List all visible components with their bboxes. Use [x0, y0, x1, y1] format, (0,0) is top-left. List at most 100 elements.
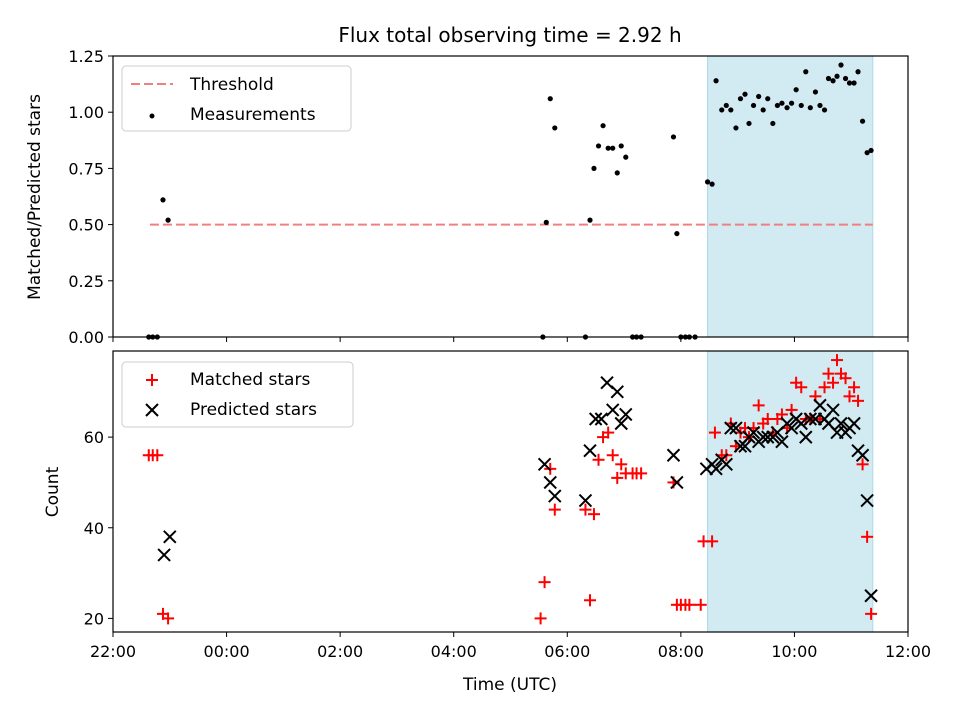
- measurement-point: [851, 80, 857, 86]
- measurement-point: [830, 78, 836, 84]
- predicted-star-point: [537, 457, 552, 472]
- predicted-star-point: [775, 434, 789, 449]
- legend-measurements-swatch: [149, 113, 155, 119]
- predicted-star-point: [834, 416, 848, 431]
- predicted-star-point: [794, 416, 808, 431]
- bottom-legend-frame: [121, 361, 354, 428]
- predicted-star-point: [826, 403, 840, 417]
- bottom-ylabel: Count: [43, 466, 63, 517]
- x-tick-label: 04:00: [431, 642, 477, 661]
- matched-star-point: [856, 458, 869, 471]
- matched-star-point: [694, 598, 707, 611]
- predicted-star-point: [864, 589, 878, 603]
- measurement-point: [750, 102, 757, 109]
- x-tick-label: 08:00: [658, 642, 704, 661]
- matched-star-point: [795, 381, 808, 394]
- predicted-star-point: [761, 430, 775, 444]
- measurement-point: [623, 154, 629, 160]
- matched-star-point: [683, 598, 696, 611]
- top-axes-frame: [112, 55, 909, 338]
- predicted-star-point: [860, 493, 874, 508]
- matched-star-point: [706, 535, 719, 548]
- matched-star-point: [861, 530, 874, 543]
- predicted-star-point: [847, 416, 861, 431]
- measurement-point: [543, 219, 549, 225]
- measurement-point: [793, 87, 799, 93]
- matched-star-point: [615, 458, 628, 471]
- chart-title: Flux total observing time = 2.92 h: [338, 23, 681, 47]
- measurement-point: [728, 107, 734, 113]
- matched-star-point: [548, 503, 561, 516]
- matched-star-point: [162, 612, 175, 625]
- measurement-point: [765, 96, 771, 102]
- measurement-point: [855, 69, 861, 75]
- x-tick-label: 10:00: [771, 642, 817, 661]
- matched-star-point: [818, 381, 831, 394]
- measurement-point: [670, 134, 677, 140]
- predicted-star-point: [670, 475, 684, 490]
- top-legend-frame: [121, 65, 352, 132]
- measurement-point: [709, 181, 715, 187]
- predicted-star-point: [578, 493, 593, 508]
- matched-star-point: [865, 607, 878, 620]
- predicted-star-point: [709, 462, 723, 476]
- bottom-axes-frame: [112, 350, 909, 633]
- y-tick-label: 40: [84, 519, 104, 538]
- bottom-xlabel: Time (UTC): [462, 675, 557, 695]
- measurement-point: [591, 165, 597, 171]
- predicted-star-point: [163, 530, 177, 544]
- measurement-point: [784, 105, 790, 111]
- measurement-point: [610, 145, 616, 151]
- measurement-point: [842, 75, 849, 82]
- legend-matched-swatch: [146, 374, 158, 386]
- predicted-star-point: [746, 425, 761, 440]
- measurement-point: [864, 150, 870, 156]
- matched-star-point: [831, 354, 844, 367]
- measurement-point: [742, 91, 748, 97]
- predicted-star-point: [619, 407, 633, 422]
- matched-star-point: [839, 372, 852, 385]
- top-ylabel: Matched/Predicted stars: [25, 94, 45, 300]
- predicted-star-point: [803, 412, 818, 426]
- measurement-point: [719, 107, 725, 113]
- measurement-point: [821, 107, 828, 113]
- measurement-point: [733, 125, 739, 131]
- measurement-point: [846, 80, 853, 86]
- x-tick-label: 12:00: [885, 642, 931, 661]
- matched-star-point: [579, 503, 592, 516]
- observing-window-shade: [707, 350, 874, 633]
- matched-star-point: [538, 576, 551, 589]
- x-tick-label: 22:00: [90, 642, 136, 661]
- measurement-point: [737, 96, 744, 102]
- matched-star-point: [827, 376, 840, 389]
- matched-star-point: [752, 399, 765, 412]
- y-tick-label: 0.50: [68, 216, 104, 235]
- x-tick-label: 06:00: [544, 642, 590, 661]
- y-tick-label: 0.25: [68, 272, 104, 291]
- measurement-point: [807, 105, 813, 111]
- measurement-point: [614, 170, 620, 176]
- measurement-point: [587, 217, 593, 223]
- x-tick-label: 00:00: [204, 642, 250, 661]
- legend-threshold-label: Threshold: [189, 75, 274, 95]
- measurement-point: [746, 120, 752, 127]
- predicted-star-point: [610, 385, 624, 399]
- predicted-star-point: [157, 548, 171, 562]
- predicted-star-point: [543, 475, 557, 490]
- predicted-star-point: [588, 412, 603, 426]
- predicted-star-point: [719, 457, 733, 472]
- y-tick-label: 0.00: [68, 328, 104, 347]
- y-tick-label: 60: [84, 428, 104, 447]
- y-tick-label: 20: [84, 609, 104, 628]
- measurement-point: [674, 230, 680, 237]
- measurement-point: [600, 123, 606, 129]
- predicted-star-point: [548, 489, 562, 503]
- matched-star-point: [602, 426, 615, 439]
- measurement-point: [605, 145, 611, 151]
- predicted-star-point: [738, 439, 752, 453]
- predicted-star-point: [784, 421, 799, 435]
- bottom-panel: 22:00 00:00 02:00 04:00 06:00 08:00 10:00 12:00…: [43, 350, 931, 695]
- matched-star-point: [606, 449, 619, 462]
- measurement-point: [723, 102, 729, 109]
- bottom-legend: Matched stars Predicted stars: [121, 361, 354, 428]
